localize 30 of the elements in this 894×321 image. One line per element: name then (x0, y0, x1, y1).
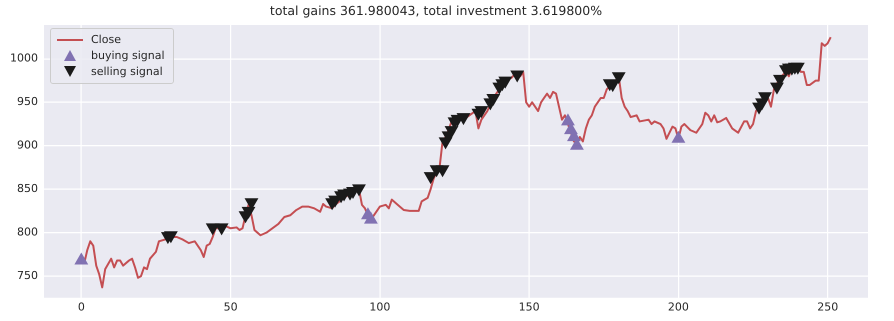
chart-title: total gains 361.980043, total investment 3.619800% (270, 2, 602, 18)
x-tick-label: 0 (78, 300, 85, 314)
legend-label: Close (91, 33, 121, 46)
point (352, 184, 366, 196)
x-tick-label: 100 (369, 300, 390, 314)
point (164, 231, 178, 243)
point (424, 172, 438, 184)
point (791, 62, 804, 74)
y-tick-label: 800 (16, 226, 38, 238)
legend-label: selling signal (91, 65, 163, 78)
x-tick-label: 50 (224, 300, 238, 314)
point (612, 72, 626, 84)
point (444, 126, 458, 138)
point (242, 206, 256, 218)
point (436, 165, 450, 177)
point (486, 94, 500, 106)
point (510, 70, 524, 82)
y-tick-label: 750 (16, 268, 38, 282)
y-tick-label: 850 (16, 182, 38, 196)
x-tick-label: 150 (518, 300, 540, 314)
y-tick-label: 950 (16, 95, 38, 108)
legend-label: buying signal (91, 49, 165, 62)
point (498, 76, 512, 88)
point (456, 113, 470, 125)
y-tick-label: 1000 (10, 52, 38, 65)
y-tick-label: 900 (16, 138, 38, 152)
point (215, 223, 228, 235)
x-tick-label: 250 (817, 300, 838, 314)
x-tick-label: 200 (668, 300, 689, 314)
point (474, 106, 488, 118)
